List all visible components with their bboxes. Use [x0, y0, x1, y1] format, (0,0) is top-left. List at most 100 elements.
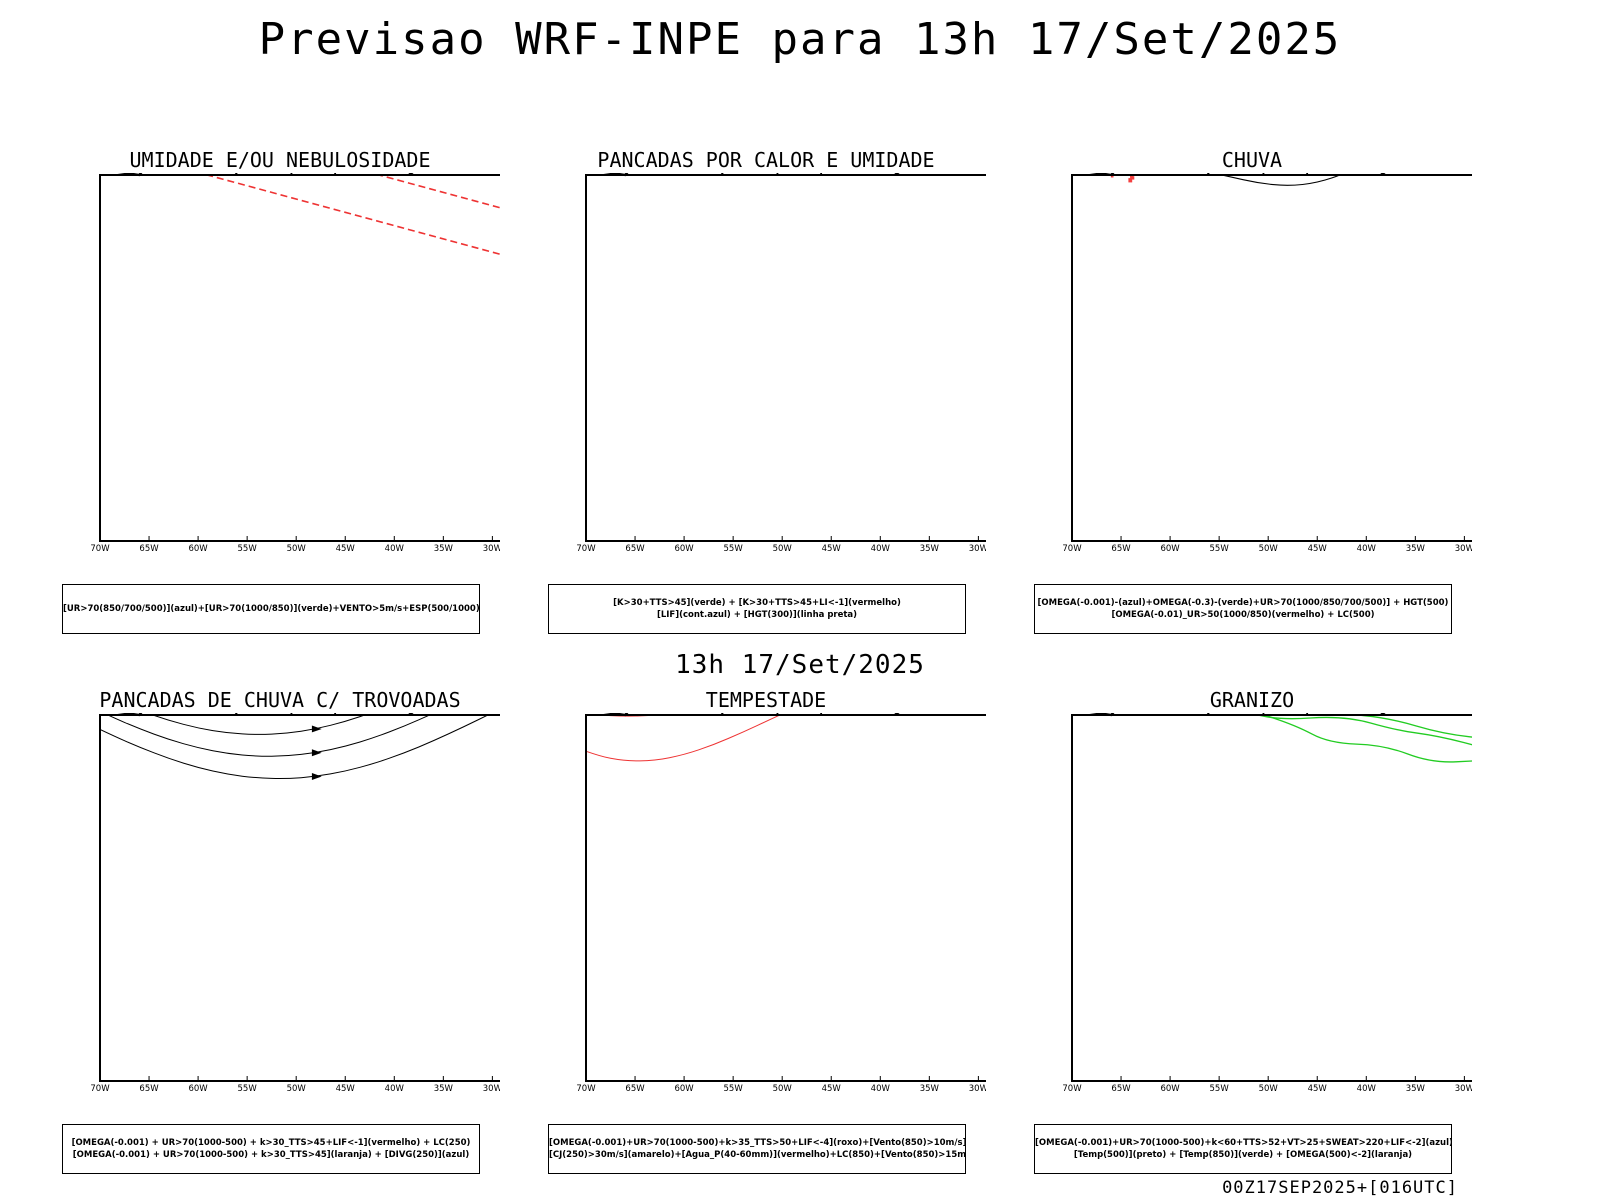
lon-tick-label: 35W — [1406, 544, 1426, 554]
lon-tick-label: 45W — [1308, 544, 1328, 554]
panel-legend: [OMEGA(-0.001) + UR>70(1000-500) + k>30_… — [62, 1124, 480, 1174]
lon-tick-label: 60W — [188, 1084, 208, 1094]
panel-legend: [OMEGA(-0.001)+UR>70(1000-500)+k>35_TTS>… — [548, 1124, 966, 1174]
panel-title: PANCADAS DE CHUVA C/ TROVOADAS — [99, 688, 461, 712]
legend-line: [UR>70(850/700/500)](azul)+[UR>70(1000/8… — [63, 604, 479, 614]
panel-umidade: UMIDADE E/OU NEBULOSIDADE 10121016101210… — [60, 148, 500, 634]
plot-border — [99, 714, 500, 1082]
panel-title: CHUVA — [1221, 148, 1283, 172]
map-layers: -15-15-12-15 — [1255, 715, 1472, 763]
legend-line: [LIF](cont.azul) + [HGT(300)](linha pret… — [656, 610, 858, 620]
lon-tick-label: 70W — [576, 544, 596, 554]
map-layers — [586, 715, 782, 762]
streamline — [106, 715, 431, 757]
panel-pancadas-calor: PANCADAS POR CALOR E UMIDADE 96009600960… — [546, 148, 986, 634]
lon-tick-label: 60W — [674, 544, 694, 554]
panel-title: TEMPESTADE — [705, 688, 827, 712]
map-frame: 12S15S18S21S24S27S30S33S36S39S42S70W65W6… — [1062, 714, 1472, 1094]
panel-granizo: GRANIZO -15-15-12-1512S15S18S21S24S27S30… — [1032, 688, 1472, 1174]
lon-tick-label: 35W — [920, 544, 940, 554]
streamline-arrow — [311, 725, 322, 733]
lon-tick-label: 40W — [1357, 1084, 1377, 1094]
panel-legend: [UR>70(850/700/500)](azul)+[UR>70(1000/8… — [62, 584, 480, 634]
map-umidade: 1012101610121012100810161012102010241028… — [90, 173, 500, 554]
lon-tick-label: 35W — [434, 544, 454, 554]
lon-tick-label: 45W — [336, 1084, 356, 1094]
lon-tick-label: 30W — [969, 544, 986, 554]
map-chuva: 58257957657357056756457958257612S15S18S2… — [1062, 173, 1472, 554]
map-pancadas-calor: 9600960096009520952094409520944094409360… — [576, 173, 986, 554]
lon-tick-label: 35W — [920, 1084, 940, 1094]
lon-tick-label: 55W — [1210, 1084, 1230, 1094]
lon-tick-label: 45W — [1308, 1084, 1328, 1094]
lon-tick-label: 55W — [1210, 544, 1230, 554]
rain-speck — [1130, 175, 1134, 178]
legend-line: [OMEGA(-0.001) + UR>70(1000-500) + k>30_… — [72, 1150, 470, 1160]
legend-line: [OMEGA(-0.001)-(azul)+OMEGA(-0.3)-(verde… — [1037, 598, 1449, 608]
hgt500-contour — [1219, 175, 1342, 186]
map-frame: 12S15S18S21S24S27S30S33S36S39S42S70W65W6… — [1062, 174, 1472, 554]
panel-legend: [OMEGA(-0.001)-(azul)+OMEGA(-0.3)-(verde… — [1034, 584, 1452, 634]
panel-legend: [K>30+TTS>45](verde) + [K>30+TTS>45+LI<-… — [548, 584, 966, 634]
plot-border — [1071, 174, 1472, 542]
footer-timestamp: 00Z17SEP2025+[016UTC] — [1222, 1178, 1458, 1198]
lon-tick-label: 40W — [1357, 544, 1377, 554]
lon-tick-label: 40W — [871, 1084, 891, 1094]
lon-tick-label: 55W — [238, 544, 258, 554]
panel-chuva: CHUVA 58257957657357056756457958257612S1… — [1032, 148, 1472, 634]
lon-tick-label: 50W — [287, 1084, 307, 1094]
lon-tick-label: 30W — [1455, 1084, 1472, 1094]
temp850-contour — [1261, 715, 1472, 763]
panel-tempestade: TEMPESTADE 12S15S18S21S24S27S30S33S36S39… — [546, 688, 986, 1174]
temp850-contour — [1353, 715, 1472, 738]
plot-border — [585, 714, 986, 1082]
lon-tick-label: 45W — [822, 544, 842, 554]
lon-tick-label: 50W — [773, 1084, 793, 1094]
map-frame: 12S15S18S21S24S27S30S33S36S39S42S70W65W6… — [576, 174, 986, 554]
lon-tick-label: 55W — [724, 544, 744, 554]
panel-title: UMIDADE E/OU NEBULOSIDADE — [129, 148, 431, 172]
rain-speck — [1110, 175, 1114, 178]
lon-tick-label: 30W — [1455, 544, 1472, 554]
map-frame: 12S15S18S21S24S27S30S33S36S39S42S70W65W6… — [576, 714, 986, 1094]
streamline-arrow — [311, 773, 322, 780]
legend-line: [OMEGA(-0.001)+UR>70(1000-500)+k<60+TTS>… — [1035, 1138, 1451, 1148]
map-layers: 582579576573570567564579582576 — [1110, 175, 1342, 186]
lon-tick-label: 70W — [1062, 544, 1082, 554]
plot-border — [585, 174, 986, 542]
map-frame: 12S15S18S21S24S27S30S33S36S39S42S70W65W6… — [90, 174, 500, 554]
lon-tick-label: 65W — [139, 1084, 159, 1094]
lon-tick-label: 55W — [724, 1084, 744, 1094]
legend-line: [OMEGA(-0.001)+UR>70(1000-500)+k>35_TTS>… — [549, 1138, 965, 1148]
lon-tick-label: 35W — [1406, 1084, 1426, 1094]
streamline — [100, 715, 490, 780]
map-layers — [100, 715, 490, 780]
legend-line: [Temp(500)](preto) + [Temp(850)](verde) … — [1073, 1150, 1413, 1160]
rain-speck — [1128, 178, 1133, 183]
panel-title: PANCADAS POR CALOR E UMIDADE — [597, 148, 935, 172]
panel-title: GRANIZO — [1209, 688, 1295, 712]
lon-tick-label: 65W — [625, 544, 645, 554]
legend-line: [CJ(250)>30m/s](amarelo)+[Agua_P(40-60mm… — [549, 1150, 965, 1160]
main-title: Previsao WRF-INPE para 13h 17/Set/2025 — [258, 14, 1342, 65]
lon-tick-label: 60W — [674, 1084, 694, 1094]
lon-tick-label: 50W — [1259, 544, 1279, 554]
lon-tick-label: 35W — [434, 1084, 454, 1094]
lon-tick-label: 45W — [336, 544, 356, 554]
lon-tick-label: 50W — [1259, 1084, 1279, 1094]
lon-tick-label: 70W — [576, 1084, 596, 1094]
lon-tick-label: 40W — [385, 1084, 405, 1094]
plot-border — [99, 174, 500, 542]
rain-speck — [1130, 176, 1135, 180]
legend-line: [OMEGA(-0.01)_UR>50(1000/850)(vermelho) … — [1111, 610, 1375, 620]
lon-tick-label: 65W — [139, 544, 159, 554]
lon-tick-label: 70W — [90, 1084, 110, 1094]
lon-tick-label: 50W — [773, 544, 793, 554]
lon-tick-label: 30W — [483, 1084, 500, 1094]
thickness-contour — [376, 175, 500, 209]
streamline-arrow — [311, 749, 322, 757]
lon-tick-label: 60W — [188, 544, 208, 554]
streamline — [151, 715, 367, 735]
thickness-contour — [204, 175, 500, 256]
map-layers: 1012101610121012100810161012102010241028… — [204, 175, 500, 256]
